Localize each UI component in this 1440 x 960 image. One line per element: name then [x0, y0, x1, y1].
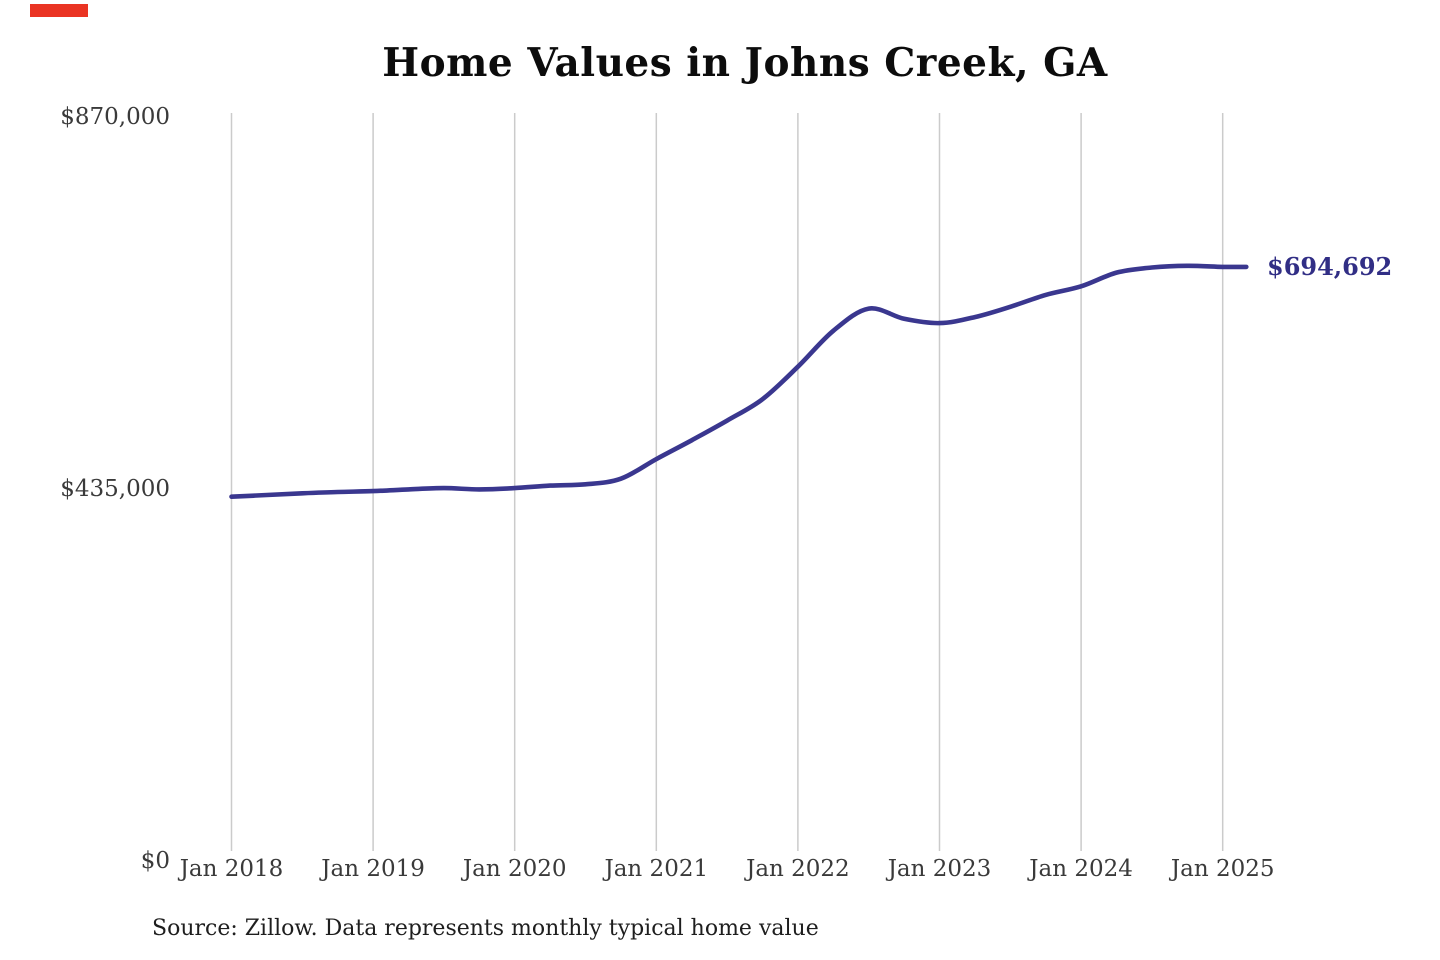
red-marker-bar: [30, 4, 88, 17]
y-tick-label: $435,000: [60, 476, 170, 502]
final-value-label: $694,692: [1267, 251, 1393, 281]
home-value-line: [229, 263, 1249, 499]
year-gridlines: [230, 113, 1224, 851]
source-note: Source: Zillow. Data represents monthly …: [152, 916, 819, 941]
x-tick-label: Jan 2022: [746, 856, 850, 882]
x-tick-label: Jan 2025: [1170, 856, 1275, 882]
x-tick-label: Jan 2023: [887, 856, 992, 882]
x-tick-label: Jan 2021: [604, 856, 709, 882]
x-tick-label: Jan 2024: [1029, 856, 1133, 882]
x-tick-label: Jan 2018: [179, 856, 284, 882]
y-tick-label: $0: [140, 848, 170, 874]
chart-title: Home Values in Johns Creek, GA: [382, 40, 1108, 86]
x-tick-label: Jan 2020: [462, 856, 567, 882]
y-tick-label: $870,000: [60, 104, 170, 130]
x-tick-label: Jan 2019: [321, 856, 425, 882]
